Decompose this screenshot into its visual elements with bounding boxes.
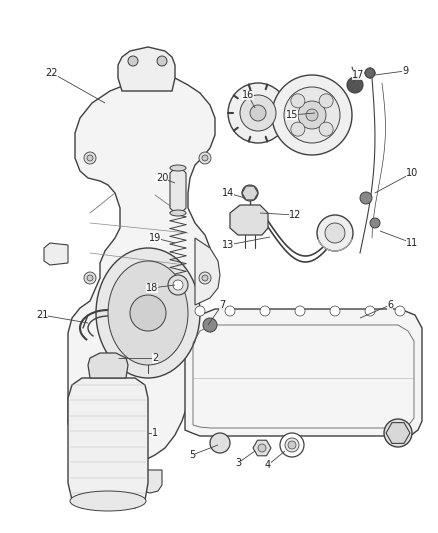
Circle shape — [288, 441, 296, 449]
Text: 3: 3 — [235, 458, 241, 468]
Ellipse shape — [108, 261, 188, 365]
Circle shape — [202, 155, 208, 161]
Circle shape — [203, 318, 217, 332]
Text: 13: 13 — [222, 240, 234, 250]
Text: 20: 20 — [156, 173, 168, 183]
Circle shape — [284, 87, 340, 143]
Circle shape — [87, 275, 93, 281]
Text: 2: 2 — [152, 353, 158, 363]
Polygon shape — [138, 470, 162, 493]
Circle shape — [291, 122, 305, 136]
Polygon shape — [185, 309, 422, 436]
Text: 7: 7 — [219, 300, 225, 310]
Circle shape — [360, 192, 372, 204]
Text: 17: 17 — [352, 70, 364, 80]
Circle shape — [258, 444, 266, 452]
Circle shape — [157, 56, 167, 66]
Text: 4: 4 — [265, 460, 271, 470]
Ellipse shape — [96, 248, 200, 378]
Polygon shape — [230, 205, 268, 235]
Circle shape — [330, 306, 340, 316]
Text: 9: 9 — [402, 66, 408, 76]
Text: 15: 15 — [286, 110, 298, 120]
Circle shape — [395, 306, 405, 316]
Polygon shape — [195, 238, 220, 305]
Circle shape — [242, 185, 258, 201]
Polygon shape — [68, 75, 215, 470]
Circle shape — [228, 83, 288, 143]
Circle shape — [195, 306, 205, 316]
Circle shape — [260, 306, 270, 316]
Polygon shape — [386, 423, 410, 443]
Circle shape — [384, 419, 412, 447]
Ellipse shape — [170, 210, 186, 216]
Text: 21: 21 — [36, 310, 48, 320]
Circle shape — [291, 94, 305, 108]
Polygon shape — [44, 243, 68, 265]
Text: 14: 14 — [222, 188, 234, 198]
Polygon shape — [88, 353, 128, 378]
Circle shape — [210, 433, 230, 453]
Text: 19: 19 — [149, 233, 161, 243]
Polygon shape — [242, 186, 258, 200]
Circle shape — [272, 75, 352, 155]
Circle shape — [240, 95, 276, 131]
Circle shape — [298, 101, 326, 129]
Circle shape — [199, 152, 211, 164]
Circle shape — [285, 438, 299, 452]
Text: 22: 22 — [46, 68, 58, 78]
Circle shape — [168, 275, 188, 295]
Circle shape — [317, 215, 353, 251]
Circle shape — [306, 109, 318, 121]
Circle shape — [319, 122, 333, 136]
Circle shape — [365, 68, 375, 78]
Circle shape — [130, 295, 166, 331]
Circle shape — [87, 155, 93, 161]
Polygon shape — [253, 440, 271, 456]
Ellipse shape — [70, 491, 146, 511]
Text: 6: 6 — [387, 300, 393, 310]
Circle shape — [370, 218, 380, 228]
Circle shape — [390, 425, 406, 441]
Circle shape — [128, 56, 138, 66]
Text: 12: 12 — [289, 210, 301, 220]
Circle shape — [319, 94, 333, 108]
Circle shape — [173, 280, 183, 290]
Circle shape — [202, 275, 208, 281]
Circle shape — [325, 223, 345, 243]
Circle shape — [280, 433, 304, 457]
Text: 11: 11 — [406, 238, 418, 248]
Polygon shape — [170, 168, 186, 213]
Circle shape — [84, 272, 96, 284]
Text: 10: 10 — [406, 168, 418, 178]
Circle shape — [199, 272, 211, 284]
Ellipse shape — [170, 165, 186, 171]
Circle shape — [347, 77, 363, 93]
Text: 5: 5 — [189, 450, 195, 460]
Text: 18: 18 — [146, 283, 158, 293]
Text: 1: 1 — [152, 428, 158, 438]
Circle shape — [225, 306, 235, 316]
Circle shape — [84, 152, 96, 164]
Circle shape — [295, 306, 305, 316]
Polygon shape — [118, 47, 175, 91]
Polygon shape — [68, 378, 148, 508]
Circle shape — [365, 306, 375, 316]
Circle shape — [250, 105, 266, 121]
Text: 16: 16 — [242, 90, 254, 100]
